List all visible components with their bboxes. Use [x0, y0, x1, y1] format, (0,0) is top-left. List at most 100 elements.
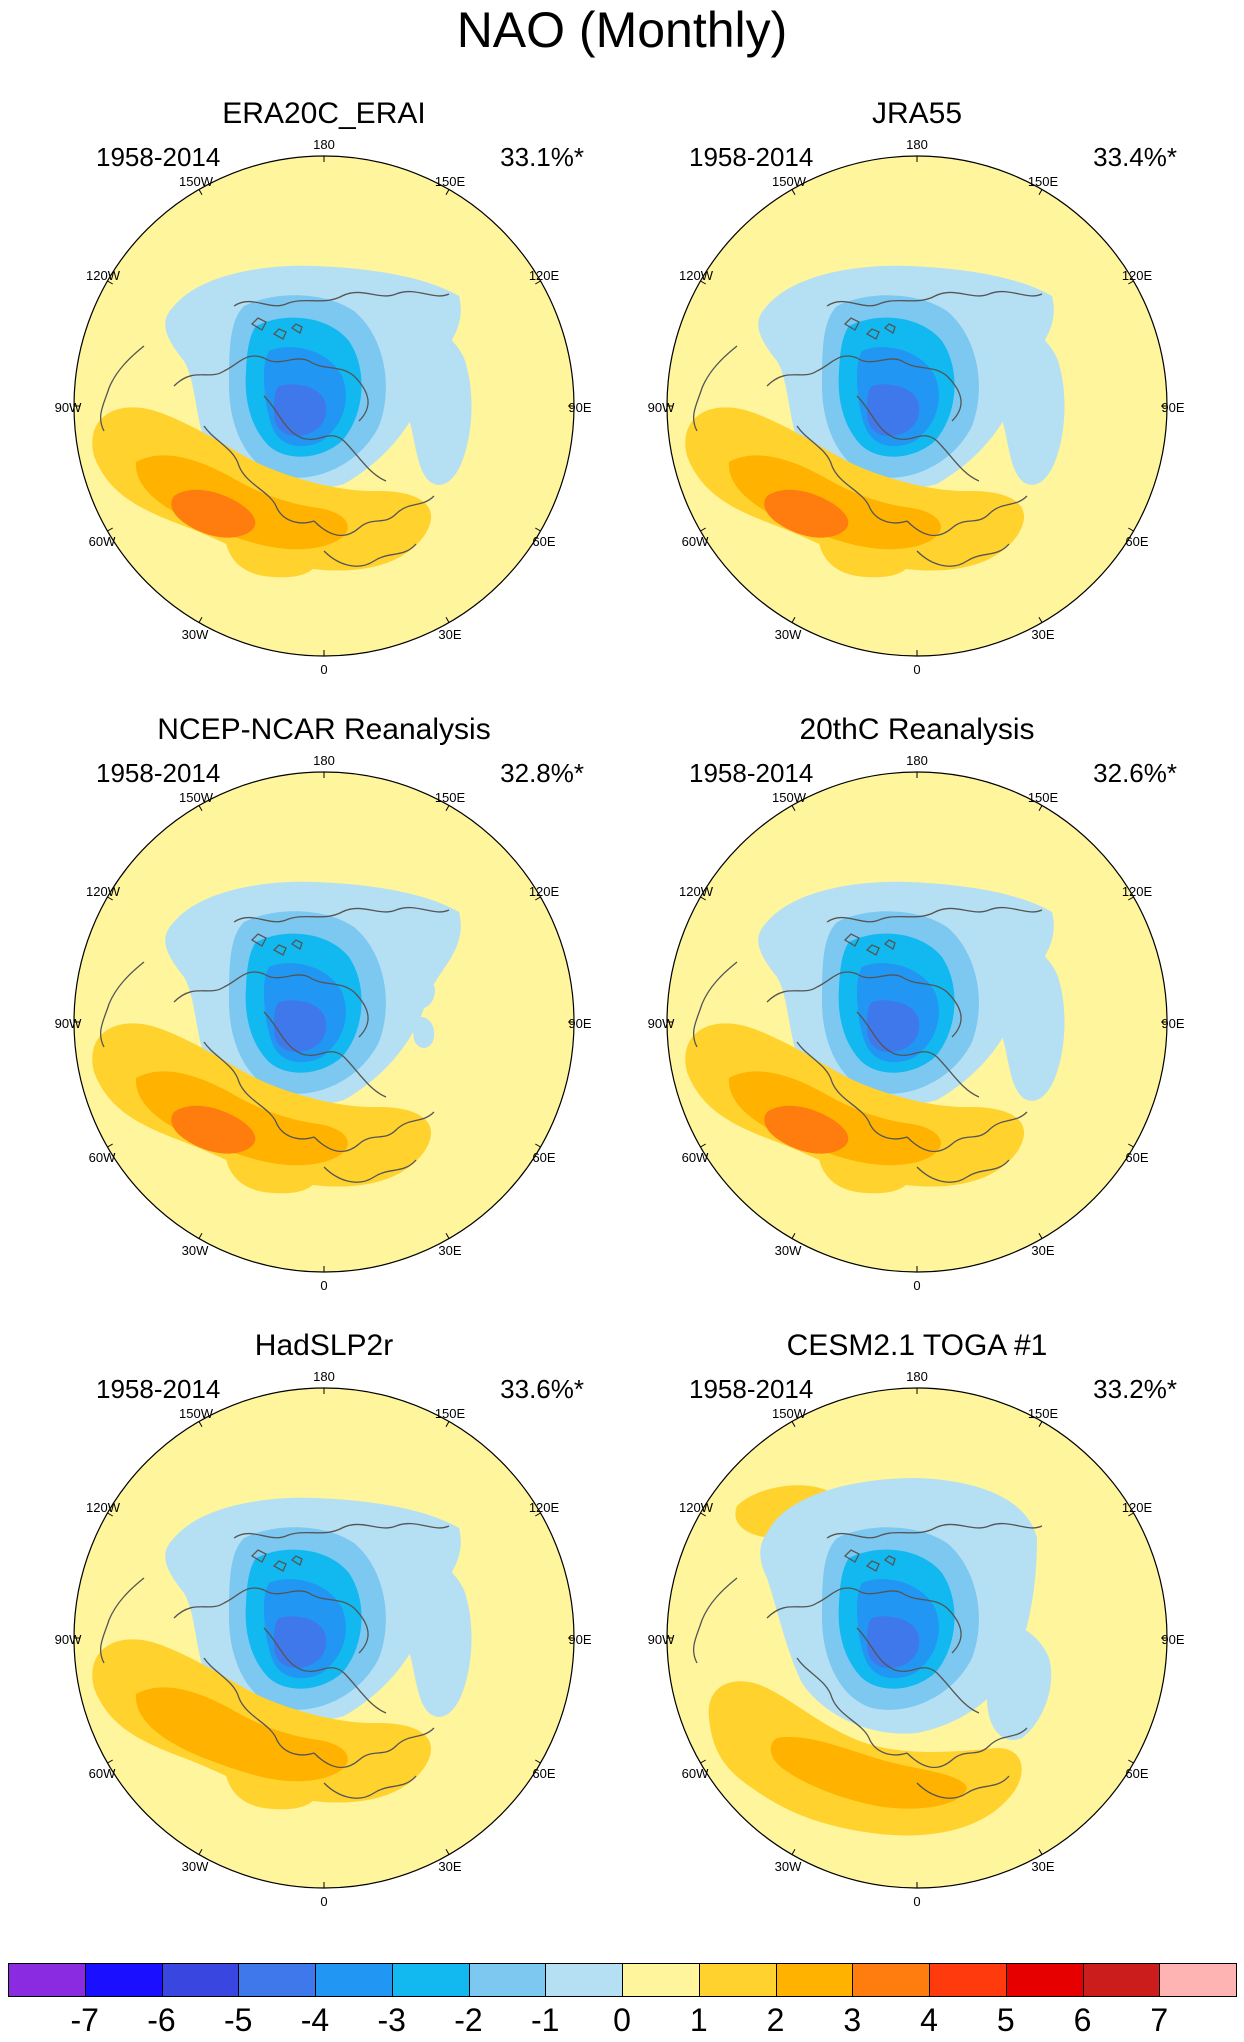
polar-map	[666, 771, 1168, 1273]
longitude-tick	[1128, 527, 1134, 532]
longitude-label: 90W	[54, 400, 82, 415]
coastline	[250, 317, 303, 340]
colorbar-tick-label: -1	[531, 2002, 560, 2038]
longitude-label: 60W	[681, 534, 709, 549]
colorbar-swatch	[238, 1963, 316, 1997]
period-label: 1958-2014	[96, 758, 221, 788]
longitude-label: 90E	[1161, 400, 1185, 415]
positive-anomaly-2-3	[135, 1071, 348, 1166]
negative-anomaly-0-1	[990, 324, 1065, 485]
coastline	[916, 543, 1010, 567]
longitude-tick	[700, 896, 706, 901]
longitude-tick	[535, 896, 541, 901]
longitude-label: 150W	[179, 790, 213, 805]
positive-anomaly-3-4	[171, 1105, 256, 1154]
colorbar-tick-label: 3	[843, 2002, 862, 2038]
longitude-label: 150E	[1027, 1406, 1059, 1421]
map-panel: 20thC Reanalysis 1958-2014 32.6%* 180 150E 12…	[617, 712, 1217, 1312]
longitude-tick	[535, 1143, 541, 1148]
positive-anomaly-2-3	[728, 1071, 941, 1166]
longitude-label: 60W	[88, 1766, 116, 1781]
longitude-label: 150W	[179, 174, 213, 189]
coastline	[796, 425, 908, 524]
positive-anomaly-2-3	[135, 455, 348, 550]
positive-anomaly-2-3	[135, 1687, 348, 1782]
longitude-label: 0	[320, 1894, 328, 1909]
period-label: 1958-2014	[96, 142, 221, 172]
coastline	[100, 1577, 145, 1664]
polar-map	[73, 155, 575, 657]
colorbar-swatch	[1005, 1963, 1084, 1997]
coastline	[916, 1775, 1010, 1799]
variance-explained: 33.2%*	[1093, 1374, 1177, 1404]
longitude-label: 60W	[681, 1150, 709, 1165]
longitude-label: 150W	[179, 1406, 213, 1421]
longitude-label: 0	[913, 1278, 921, 1293]
longitude-label: 30W	[774, 627, 802, 642]
panel-title: JRA55	[871, 97, 963, 130]
colorbar-swatch	[468, 1963, 547, 1997]
period-label: 1958-2014	[689, 758, 814, 788]
coastline	[856, 1627, 980, 1714]
variance-explained: 32.6%*	[1093, 758, 1177, 788]
colorbar-swatch	[8, 1963, 86, 1997]
longitude-label: 120W	[86, 268, 120, 283]
longitude-tick	[535, 1512, 541, 1517]
longitude-tick	[198, 805, 203, 811]
longitude-tick	[1038, 1849, 1043, 1855]
colorbar-tick-label: -3	[377, 2002, 406, 2038]
coastline	[173, 355, 369, 422]
longitude-label: 30E	[438, 1859, 462, 1874]
longitude-label: 0	[913, 662, 921, 677]
colorbar-tick-label: -6	[147, 2002, 176, 2038]
colorbar-swatch	[698, 1963, 777, 1997]
longitude-label: 120E	[528, 1500, 560, 1515]
longitude-label: 90W	[647, 1632, 675, 1647]
colorbar-tick-label: 7	[1150, 2002, 1169, 2038]
coastline	[843, 1549, 896, 1572]
colorbar-tick-label: -7	[70, 2002, 99, 2038]
longitude-label: 60E	[532, 1766, 556, 1781]
longitude-label: 0	[320, 662, 328, 677]
coastline	[313, 1727, 435, 1769]
longitude-tick	[1038, 1233, 1043, 1239]
longitude-label: 30E	[1031, 1243, 1055, 1258]
longitude-label: 180	[313, 753, 335, 768]
longitude-label: 90E	[568, 1632, 592, 1647]
polar-map	[73, 771, 575, 1273]
coastline	[916, 1159, 1010, 1183]
longitude-tick	[535, 280, 541, 285]
coastline	[323, 1159, 417, 1183]
longitude-label: 120E	[1121, 268, 1153, 283]
colorbar-swatch	[1082, 1963, 1161, 1997]
coastline	[693, 345, 738, 432]
negative-anomaly-4-5	[867, 384, 920, 436]
positive-anomaly-3-4	[764, 1105, 849, 1154]
longitude-tick	[1038, 1421, 1043, 1427]
coastline	[766, 355, 962, 422]
coastline	[906, 1727, 1028, 1769]
longitude-tick	[1128, 280, 1134, 285]
longitude-tick	[198, 189, 203, 195]
longitude-tick	[1128, 1512, 1134, 1517]
longitude-tick	[700, 1759, 706, 1764]
coastline	[843, 933, 896, 956]
longitude-tick	[107, 280, 113, 285]
coastline	[100, 961, 145, 1048]
longitude-label: 150E	[434, 174, 466, 189]
coastline	[766, 1587, 962, 1654]
panel-title: ERA20C_ERAI	[222, 97, 426, 130]
period-label: 1958-2014	[96, 1374, 221, 1404]
longitude-label: 120W	[86, 1500, 120, 1515]
variance-explained: 33.1%*	[500, 142, 584, 172]
coastline	[313, 1111, 435, 1153]
longitude-label: 120E	[1121, 884, 1153, 899]
negative-anomaly-4-5	[274, 384, 327, 436]
longitude-tick	[445, 1849, 450, 1855]
longitude-tick	[700, 527, 706, 532]
variance-explained: 32.8%*	[500, 758, 584, 788]
longitude-tick	[700, 1512, 706, 1517]
coastline	[826, 1522, 1043, 1539]
coastline	[233, 906, 450, 923]
colorbar-swatch	[391, 1963, 470, 1997]
